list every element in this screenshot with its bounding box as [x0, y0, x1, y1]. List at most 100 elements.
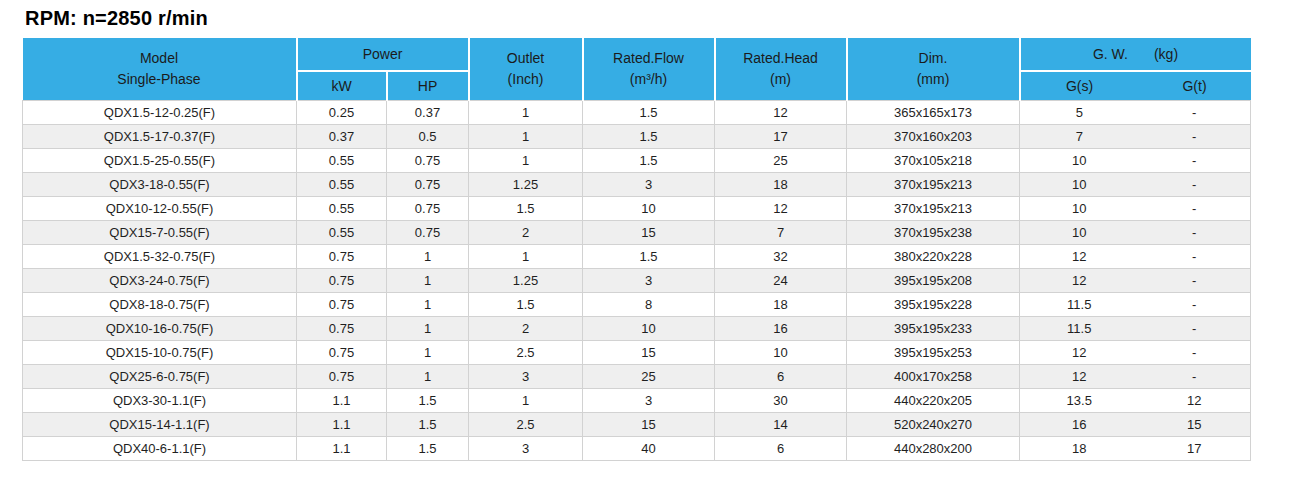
- cell-kw: 0.37: [297, 125, 387, 149]
- table-row: QDX15-14-1.1(F)1.11.52.51514520x240x2701…: [23, 413, 1251, 437]
- col-header-dim: Dim. (mm): [847, 38, 1020, 101]
- col-header-model: Model Single-Phase: [23, 38, 297, 101]
- cell-head: 12: [715, 101, 847, 125]
- cell-kw: 0.75: [297, 317, 387, 341]
- cell-kw: 1.1: [297, 389, 387, 413]
- cell-gt: -: [1139, 293, 1251, 317]
- cell-model: QDX3-30-1.1(F): [23, 389, 297, 413]
- cell-kw: 0.55: [297, 173, 387, 197]
- cell-dim: 370x195x238: [847, 221, 1020, 245]
- cell-head: 14: [715, 413, 847, 437]
- col-header-gw-label: G. W.: [1093, 46, 1128, 62]
- cell-flow: 15: [583, 413, 715, 437]
- cell-head: 24: [715, 269, 847, 293]
- cell-gt: 17: [1139, 437, 1251, 461]
- cell-flow: 3: [583, 173, 715, 197]
- table-row: QDX3-18-0.55(F)0.550.751.25318370x195x21…: [23, 173, 1251, 197]
- cell-model: QDX3-18-0.55(F): [23, 173, 297, 197]
- cell-gt: -: [1139, 101, 1251, 125]
- cell-dim: 440x220x205: [847, 389, 1020, 413]
- cell-model: QDX3-24-0.75(F): [23, 269, 297, 293]
- cell-gs: 11.5: [1020, 293, 1139, 317]
- cell-kw: 0.75: [297, 245, 387, 269]
- col-header-kw: kW: [297, 71, 387, 100]
- col-header-gt: G(t): [1139, 71, 1251, 100]
- cell-dim: 370x160x203: [847, 125, 1020, 149]
- cell-hp: 1: [387, 293, 469, 317]
- cell-gs: 5: [1020, 101, 1139, 125]
- cell-gs: 10: [1020, 197, 1139, 221]
- cell-flow: 3: [583, 389, 715, 413]
- table-row: QDX3-30-1.1(F)1.11.51330440x220x20513.51…: [23, 389, 1251, 413]
- cell-flow: 8: [583, 293, 715, 317]
- cell-gs: 10: [1020, 149, 1139, 173]
- table-row: QDX15-7-0.55(F)0.550.752157370x195x23810…: [23, 221, 1251, 245]
- cell-head: 6: [715, 365, 847, 389]
- cell-hp: 0.75: [387, 149, 469, 173]
- cell-outlet: 1: [469, 125, 583, 149]
- cell-outlet: 1.25: [469, 269, 583, 293]
- cell-head: 16: [715, 317, 847, 341]
- cell-gt: -: [1139, 221, 1251, 245]
- cell-kw: 0.55: [297, 221, 387, 245]
- cell-head: 32: [715, 245, 847, 269]
- cell-dim: 395x195x233: [847, 317, 1020, 341]
- cell-head: 18: [715, 173, 847, 197]
- cell-kw: 1.1: [297, 437, 387, 461]
- cell-dim: 395x195x253: [847, 341, 1020, 365]
- cell-model: QDX1.5-12-0.25(F): [23, 101, 297, 125]
- cell-head: 30: [715, 389, 847, 413]
- col-header-model-line2: Single-Phase: [117, 72, 200, 87]
- col-header-outlet-line2: (Inch): [508, 72, 544, 87]
- cell-model: QDX1.5-32-0.75(F): [23, 245, 297, 269]
- cell-gt: -: [1139, 365, 1251, 389]
- cell-gs: 10: [1020, 173, 1139, 197]
- cell-hp: 1: [387, 317, 469, 341]
- cell-hp: 1.5: [387, 413, 469, 437]
- cell-dim: 520x240x270: [847, 413, 1020, 437]
- table-row: QDX10-16-0.75(F)0.75121016395x195x23311.…: [23, 317, 1251, 341]
- cell-dim: 395x195x228: [847, 293, 1020, 317]
- cell-outlet: 1: [469, 101, 583, 125]
- cell-outlet: 1: [469, 389, 583, 413]
- table-row: QDX10-12-0.55(F)0.550.751.51012370x195x2…: [23, 197, 1251, 221]
- table-body: QDX1.5-12-0.25(F)0.250.3711.512365x165x1…: [23, 101, 1251, 461]
- col-header-rated-head-line2: (m): [770, 72, 791, 87]
- cell-dim: 365x165x173: [847, 101, 1020, 125]
- col-header-rated-flow-line1: Rated.Flow: [613, 51, 684, 66]
- cell-gt: 15: [1139, 413, 1251, 437]
- col-header-hp: HP: [387, 71, 469, 100]
- cell-outlet: 1: [469, 245, 583, 269]
- col-header-dim-line1: Dim.: [919, 51, 948, 66]
- cell-outlet: 2.5: [469, 341, 583, 365]
- cell-model: QDX40-6-1.1(F): [23, 437, 297, 461]
- col-header-rated-flow: Rated.Flow (m³/h): [583, 38, 715, 101]
- table-row: QDX25-6-0.75(F)0.7513256400x170x25812-: [23, 365, 1251, 389]
- cell-gs: 12: [1020, 245, 1139, 269]
- cell-gs: 16: [1020, 413, 1139, 437]
- cell-gs: 7: [1020, 125, 1139, 149]
- cell-model: QDX10-12-0.55(F): [23, 197, 297, 221]
- cell-gs: 12: [1020, 365, 1139, 389]
- cell-dim: 380x220x228: [847, 245, 1020, 269]
- cell-head: 6: [715, 437, 847, 461]
- cell-gt: -: [1139, 125, 1251, 149]
- cell-hp: 0.5: [387, 125, 469, 149]
- cell-kw: 1.1: [297, 413, 387, 437]
- cell-hp: 1: [387, 245, 469, 269]
- cell-kw: 0.75: [297, 269, 387, 293]
- cell-outlet: 3: [469, 437, 583, 461]
- cell-hp: 0.37: [387, 101, 469, 125]
- cell-outlet: 1: [469, 149, 583, 173]
- cell-gt: -: [1139, 149, 1251, 173]
- table-row: QDX3-24-0.75(F)0.7511.25324395x195x20812…: [23, 269, 1251, 293]
- cell-kw: 0.75: [297, 365, 387, 389]
- cell-gs: 11.5: [1020, 317, 1139, 341]
- col-header-gs: G(s): [1020, 71, 1139, 100]
- cell-head: 10: [715, 341, 847, 365]
- table-row: QDX15-10-0.75(F)0.7512.51510395x195x2531…: [23, 341, 1251, 365]
- cell-head: 18: [715, 293, 847, 317]
- cell-flow: 10: [583, 197, 715, 221]
- cell-kw: 0.55: [297, 149, 387, 173]
- cell-head: 17: [715, 125, 847, 149]
